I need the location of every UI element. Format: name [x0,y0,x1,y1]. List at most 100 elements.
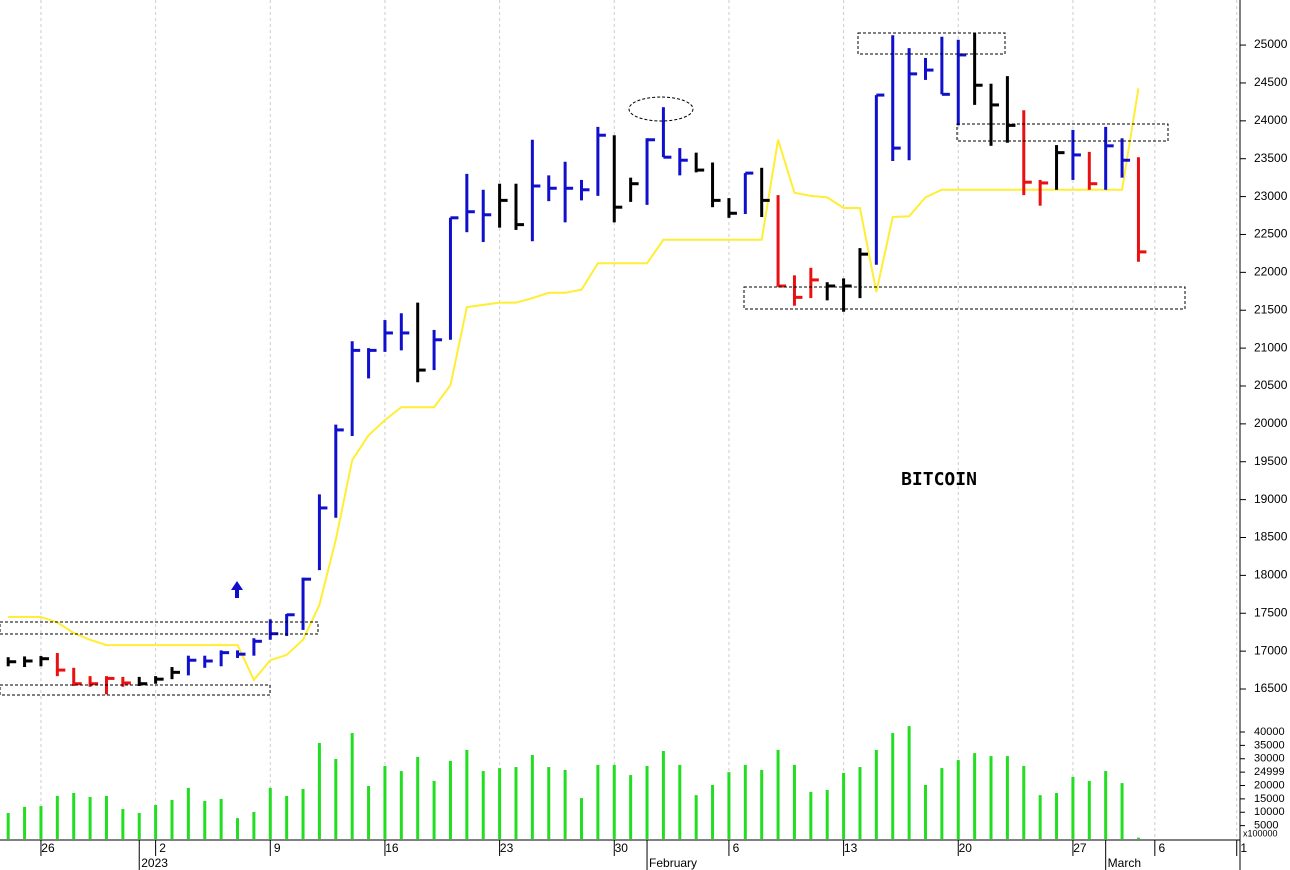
volume-bar [137,813,141,839]
x-tick-label: 20 [959,841,973,855]
volume-bar [776,749,780,839]
volume-bar [907,726,911,839]
month-label: February [649,856,697,870]
volume-bar [55,795,59,839]
y-tick-label: 21500 [1254,302,1288,316]
y-tick-label: 20000 [1254,779,1285,791]
volume-bar [530,755,534,839]
volume-bar [923,784,927,839]
volume-bar [743,764,747,839]
month-label: March [1108,856,1141,870]
y-tick-label: 35000 [1254,739,1285,751]
volume-bar [104,795,108,839]
volume-bar [383,765,387,839]
volume-bar [432,780,436,839]
x-tick-label: 9 [274,841,281,855]
x-tick-label: 6 [733,841,740,855]
volume-bar [39,806,43,839]
volume-bar [563,769,567,839]
volume-bar [711,784,715,839]
zone-box [857,32,1006,55]
volume-bar [219,798,223,839]
volume-bar [236,818,240,839]
volume-bar [252,811,256,839]
volume-bar [121,809,125,839]
volume-bar [1136,837,1140,839]
y-tick-label: 24000 [1254,113,1288,127]
volume-bar [1071,776,1075,839]
volume-bar [6,813,10,839]
volume-bar [1005,756,1009,839]
volume-bar [1038,795,1042,839]
volume-bar [317,742,321,839]
x-tick-label: 13 [844,841,858,855]
y-tick-label: 30000 [1254,753,1285,765]
y-tick-label: 23500 [1254,151,1288,165]
x-tick-label: 30 [615,841,629,855]
volume-bar [580,798,584,839]
x-tick-label: 16 [385,841,399,855]
y-tick-label: 15000 [1254,793,1285,805]
volume-bar [956,760,960,839]
y-tick-label: 19500 [1254,454,1288,468]
y-tick-label: 20000 [1254,416,1288,430]
y-tick-label: 10000 [1254,806,1285,818]
volume-bar [23,806,27,839]
volume-bar [498,768,502,839]
volume-bar [268,787,272,839]
x-tick-label: 6 [1158,841,1165,855]
y-tick-label: 18500 [1254,530,1288,544]
y-tick-label: 22500 [1254,227,1288,241]
volume-unit: x100000 [1243,828,1278,838]
volume-bar [661,750,665,839]
y-tick-label: 23000 [1254,189,1288,203]
y-tick-label: 24999 [1254,766,1285,778]
volume-bar [203,801,207,839]
y-tick-label: 40000 [1254,726,1285,738]
volume-bar [334,759,338,839]
volume-bar [1022,765,1026,839]
volume-bar [154,805,158,839]
volume-bar [547,767,551,839]
highlight-ellipse [628,96,694,122]
volume-bar [792,764,796,839]
x-tick-label: 1 [1240,841,1247,855]
volume-bar [645,765,649,839]
volume-bar [596,764,600,839]
volume-bar [694,795,698,839]
volume-bar [301,788,305,839]
volume-bar [727,772,731,839]
volume-bar [350,733,354,839]
volume-bar [842,772,846,839]
volume-bar [809,791,813,839]
volume-bar [612,764,616,839]
volume-bar [989,756,993,839]
volume-bar [416,756,420,839]
chart-title: BITCOIN [901,469,977,490]
volume-bar [448,760,452,839]
volume-bar [940,768,944,839]
x-tick-label: 26 [41,841,55,855]
volume-bar [88,797,92,839]
volume-bar [891,733,895,839]
y-tick-label: 21000 [1254,340,1288,354]
volume-bar [1120,783,1124,839]
y-tick-label: 25000 [1254,37,1288,51]
volume-bar [874,749,878,839]
volume-bar [465,749,469,839]
volume-bar [825,790,829,839]
zone-box [956,123,1169,142]
volume-bar [973,753,977,839]
x-tick-label: 2 [159,841,166,855]
y-tick-label: 17000 [1254,643,1288,657]
signal-arrow [231,581,243,598]
y-tick-label: 18000 [1254,568,1288,582]
y-tick-label: 24500 [1254,75,1288,89]
x-tick-label: 23 [500,841,514,855]
y-tick-label: 16500 [1254,681,1288,695]
volume-bar [514,767,518,839]
y-tick-label: 17500 [1254,605,1288,619]
